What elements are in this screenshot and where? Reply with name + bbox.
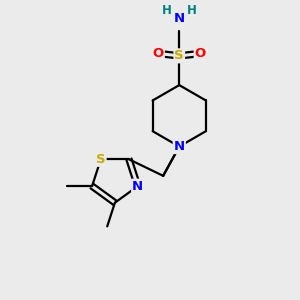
Text: S: S [96, 153, 106, 166]
Text: O: O [153, 47, 164, 60]
Text: O: O [195, 47, 206, 60]
Text: N: N [174, 12, 185, 25]
Text: N: N [132, 180, 143, 193]
Text: H: H [187, 4, 196, 17]
Text: N: N [174, 140, 185, 153]
Text: H: H [162, 4, 172, 17]
Text: S: S [174, 50, 184, 62]
